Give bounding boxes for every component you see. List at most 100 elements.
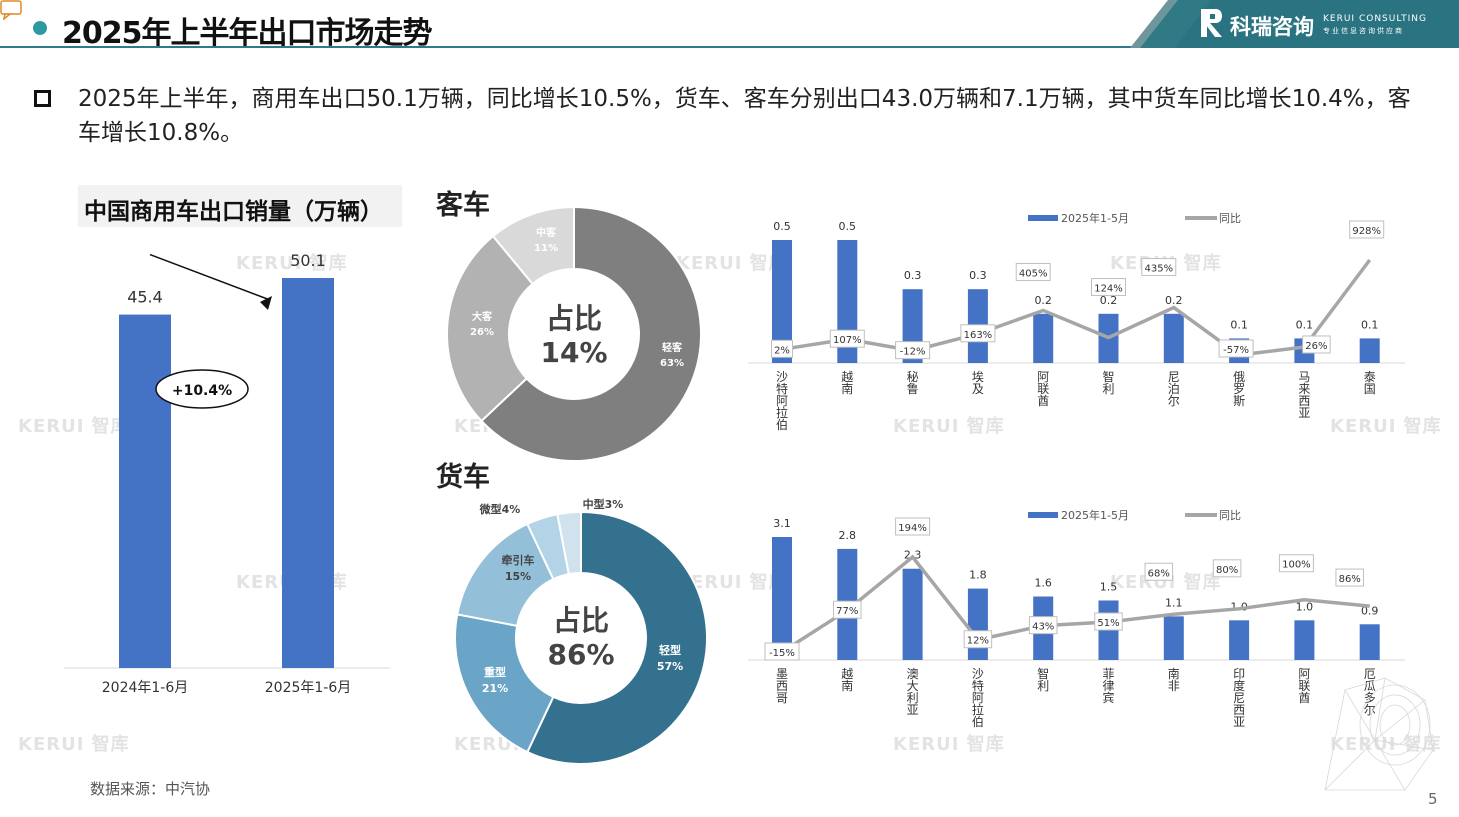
x-tick-label: 亚	[1233, 715, 1245, 729]
growth-badge	[155, 369, 249, 409]
growth-label-box	[1335, 568, 1364, 587]
x-tick-label: 沙	[776, 370, 788, 384]
bar-value-label: 1.5	[1100, 580, 1118, 593]
growth-label-box	[764, 642, 800, 661]
growth-label: 405%	[1019, 268, 1048, 279]
growth-label: 80%	[1216, 565, 1238, 576]
bar-value-label: 0.2	[1100, 294, 1118, 307]
watermark: KERUI 智库	[893, 416, 1005, 437]
donut-slice	[491, 205, 575, 286]
bar-value-label: 50.1	[290, 251, 326, 270]
legend-bar-label: 2025年1-5月	[1061, 508, 1129, 522]
x-tick-label: 阿	[1298, 667, 1310, 681]
donut-center-value: 14%	[540, 336, 607, 369]
growth-label-box	[963, 630, 993, 649]
growth-label-box	[960, 324, 996, 343]
growth-label-box	[1141, 258, 1177, 277]
watermark: KERUI 智库	[1330, 734, 1442, 755]
legend-bar-swatch	[1028, 512, 1058, 518]
x-tick-label: 亚	[907, 703, 919, 717]
slice-name-label: 重型	[484, 665, 506, 679]
watermark: KERUI 智库	[893, 734, 1005, 755]
slice-value-label: 11%	[534, 243, 558, 254]
donut-slice	[446, 234, 534, 423]
x-tick-label: 西	[776, 679, 788, 693]
growth-label: 51%	[1097, 618, 1119, 629]
bar-value-label: 1.1	[1165, 596, 1183, 609]
growth-label: 928%	[1352, 226, 1381, 237]
bar	[1033, 313, 1054, 363]
slice-name-label: 微型4%	[479, 502, 521, 516]
slice-name-label: 牵引车	[502, 553, 535, 567]
x-tick-label: 拉	[972, 702, 984, 717]
speech-bubble-icon	[0, 0, 22, 20]
bar	[1359, 624, 1380, 660]
growth-label: 68%	[1148, 568, 1170, 579]
donut-slice	[556, 510, 582, 576]
x-tick-label: 越	[841, 370, 853, 384]
growth-line	[781, 258, 1372, 357]
watermark: KERUI 智库	[18, 734, 130, 755]
donut-slice	[454, 613, 555, 754]
bar-value-label: 2.8	[839, 529, 857, 542]
legend-bar-swatch	[1028, 215, 1058, 221]
header-divider	[0, 46, 1459, 48]
x-tick-label: 厄	[1364, 667, 1376, 681]
watermark: KERUI 智库	[676, 253, 788, 274]
x-tick-label: 南	[1168, 666, 1180, 681]
growth-label: 12%	[967, 636, 989, 647]
bar-value-label: 0.3	[904, 269, 922, 282]
growth-arrow-head	[260, 296, 272, 310]
x-tick-label: 特	[972, 678, 984, 693]
growth-label-box	[1091, 278, 1126, 297]
growth-label-box	[895, 517, 931, 536]
slice-name-label: 轻型	[659, 643, 681, 657]
x-tick-label: 来	[1298, 382, 1310, 396]
x-tick-label: 宾	[1102, 690, 1114, 705]
x-tick-label: 伯	[972, 714, 984, 729]
x-tick-label: 亚	[1298, 406, 1310, 420]
x-tick-label: 国	[1364, 382, 1376, 396]
donut-slice	[480, 205, 702, 462]
growth-label-box	[829, 329, 865, 348]
slice-name-label: 中型3%	[583, 497, 624, 511]
growth-label-box	[1302, 335, 1331, 354]
total-exports-chart: 45.4 2024年1-6月 50.1 2025年1-6月 +10.4%	[64, 251, 390, 696]
x-tick-label: 印	[1233, 667, 1245, 681]
bar-value-label: 1.8	[969, 569, 987, 582]
slice-value-label: 15%	[505, 570, 531, 583]
legend-line-label: 同比	[1219, 509, 1241, 522]
left-chart-title: 中国商用车出口销量（万辆）	[84, 199, 383, 225]
x-tick-label: 澳	[907, 667, 919, 681]
watermark: KERUI 智库	[236, 253, 348, 274]
growth-label-box	[1218, 339, 1254, 358]
x-tick-label: 2024年1-6月	[102, 680, 189, 696]
x-tick-label: 联	[1298, 679, 1310, 693]
bus-section-title: 客车	[436, 190, 490, 221]
page-number: 5	[1428, 790, 1438, 808]
slice-value-label: 63%	[660, 358, 684, 369]
slice-value-label: 26%	[470, 327, 494, 338]
x-tick-label: 西	[1233, 703, 1245, 717]
growth-label: +10.4%	[172, 383, 232, 399]
bar	[772, 537, 792, 660]
donut-center-label: 占比	[553, 604, 609, 637]
growth-label: 26%	[1305, 341, 1327, 352]
x-tick-label: 尔	[1364, 702, 1376, 717]
slice-name-label: 大客	[472, 310, 493, 323]
title-dot-icon	[33, 21, 47, 35]
x-tick-label: 尼	[1233, 691, 1245, 705]
x-tick-label: 及	[972, 382, 984, 396]
x-tick-label: 南	[841, 381, 853, 396]
growth-label: 77%	[836, 606, 858, 617]
x-tick-label: 智	[1037, 666, 1049, 681]
x-tick-label: 阿	[1037, 370, 1049, 384]
growth-label-box	[1278, 554, 1314, 573]
x-tick-label: 阿	[776, 394, 788, 408]
growth-label-box	[833, 600, 862, 619]
growth-label-box	[1212, 559, 1242, 578]
bar-value-label: 1.6	[1034, 577, 1052, 590]
donut-center-label: 占比	[546, 302, 602, 335]
